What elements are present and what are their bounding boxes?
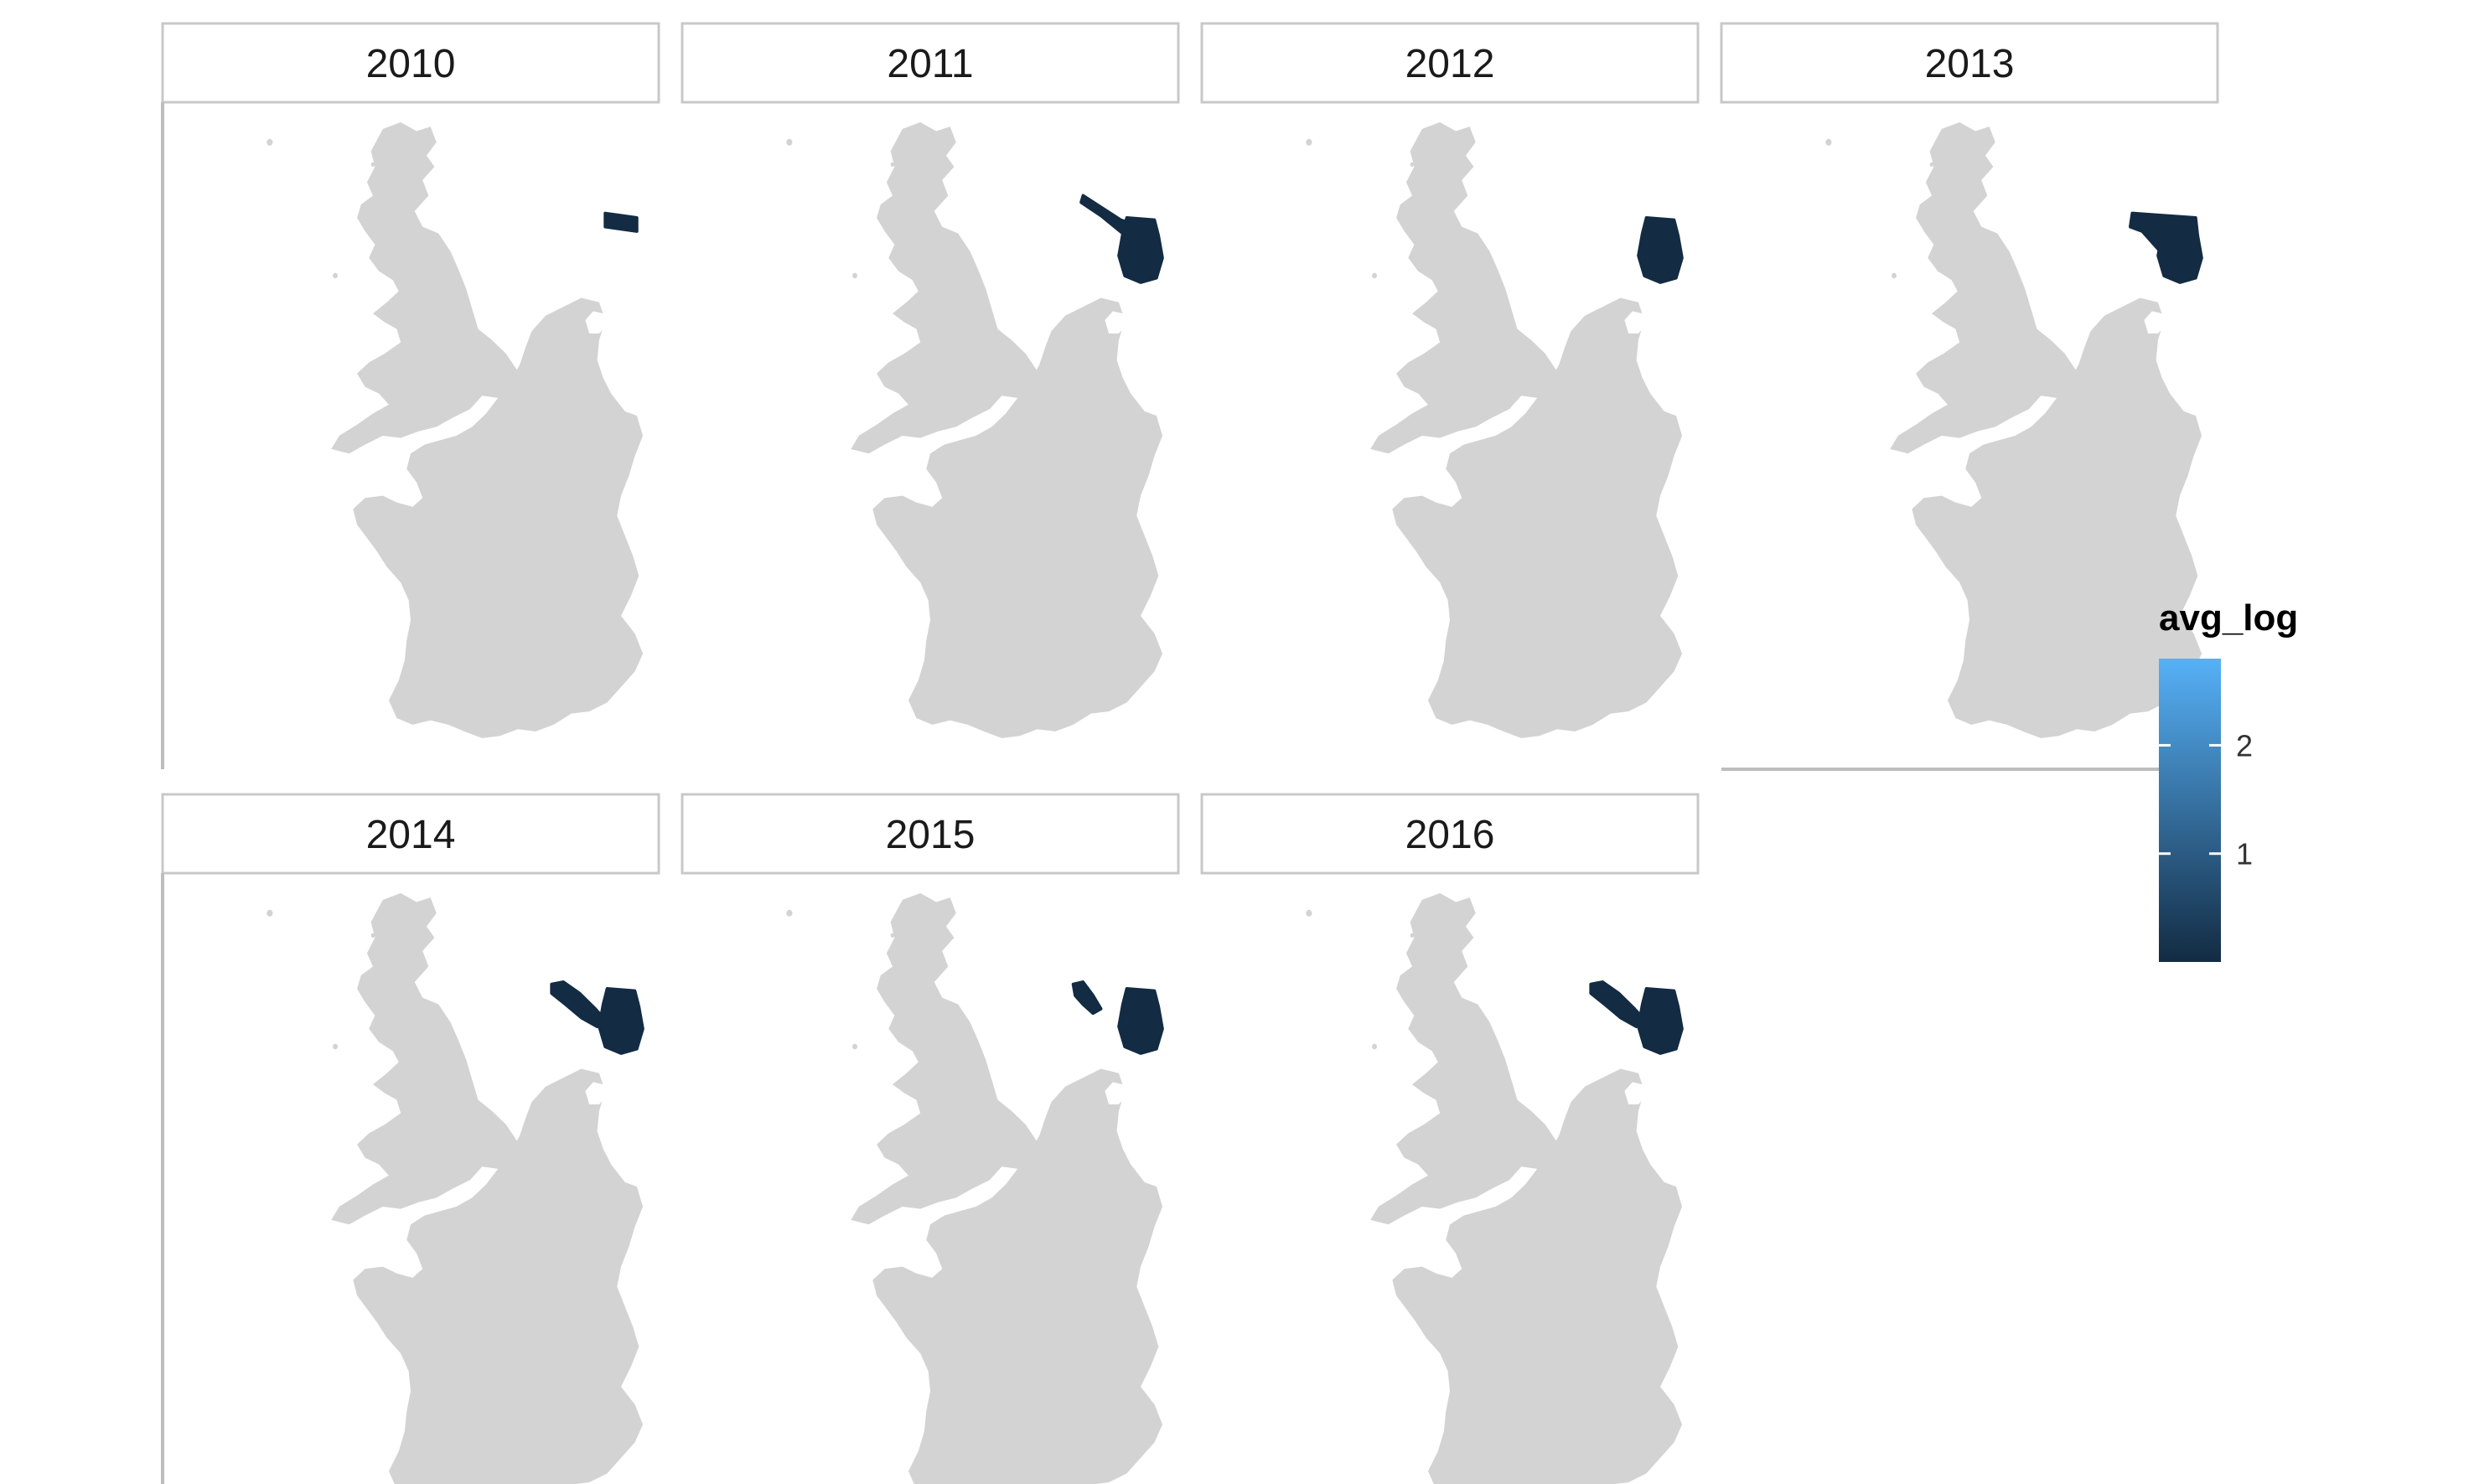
facet-strip-label: 2016 — [1405, 813, 1495, 857]
facet-panel-2012: 2012 — [1200, 22, 1700, 738]
facet-strip-label: 2013 — [1925, 42, 2015, 86]
island-dot — [370, 162, 375, 167]
great-britain-shape — [331, 892, 518, 1225]
great-britain-shape — [851, 892, 1038, 1225]
coastal-inlet-shape — [1624, 1082, 1647, 1104]
coastal-inlet-shape — [1105, 311, 1127, 334]
shaded-region-dutch-coast-block — [1637, 215, 1684, 284]
continental-europe-shape — [872, 1068, 1163, 1484]
coastal-inlet-shape — [1105, 1082, 1127, 1104]
island-dot — [852, 1043, 857, 1050]
legend-title: avg_log — [2159, 597, 2298, 639]
shaded-region-dutch-coast-block — [1117, 215, 1164, 284]
facet-strip — [1200, 22, 1700, 104]
facet-strip-label: 2012 — [1405, 42, 1495, 86]
facet-panel-2016: 2016 — [1200, 793, 1700, 1484]
coastal-inlet-shape — [2144, 311, 2166, 334]
continental-europe-shape — [353, 1068, 644, 1484]
great-britain-shape — [331, 122, 518, 454]
great-britain-shape — [1370, 122, 1557, 454]
facet-strip — [681, 793, 1180, 875]
island-dot — [890, 162, 895, 167]
facet-strip — [681, 22, 1180, 104]
island-dot — [333, 272, 338, 279]
facet-panel-2015: 2015 — [681, 793, 1180, 1484]
island-dot — [1410, 162, 1415, 167]
color-legend: avg_log 12 — [2159, 597, 2298, 962]
shaded-region-dutch-coast-block — [1637, 986, 1684, 1055]
island-dot — [370, 933, 375, 938]
island-dot — [267, 138, 273, 146]
continental-europe-shape — [1392, 1068, 1683, 1484]
island-dot — [1410, 933, 1415, 938]
shaded-region-dutch-coast-block — [2156, 215, 2203, 284]
legend-ticks: 12 — [2159, 728, 2253, 871]
shaded-region-north-sea-diagonal-strip — [550, 980, 609, 1029]
continental-europe-shape — [1912, 297, 2202, 738]
island-dot — [333, 1043, 338, 1050]
facet-strip-label: 2014 — [366, 813, 456, 857]
shaded-region-north-sea-narrow-strip — [603, 211, 639, 233]
shaded-region-dutch-coast-block — [598, 986, 644, 1055]
continental-europe-shape — [1392, 297, 1683, 738]
facet-strip — [161, 22, 660, 104]
great-britain-shape — [1370, 892, 1557, 1225]
island-dot — [1372, 272, 1377, 279]
facet-strip — [1200, 793, 1700, 875]
island-dot — [1892, 272, 1897, 279]
panel-map — [1306, 122, 1684, 738]
panel-map — [786, 122, 1164, 738]
island-dot — [890, 933, 895, 938]
coastal-inlet-shape — [585, 311, 608, 334]
facet-strip — [1720, 22, 2219, 104]
island-dot — [1306, 138, 1312, 146]
facet-strip-label: 2011 — [887, 42, 973, 86]
continental-europe-shape — [353, 297, 644, 738]
continental-europe-shape — [872, 297, 1163, 738]
panel-map — [786, 892, 1164, 1484]
island-dot — [786, 909, 793, 917]
panel-map — [1306, 892, 1684, 1484]
facet-strip-label: 2010 — [366, 42, 456, 86]
coastal-inlet-shape — [585, 1082, 608, 1104]
shaded-region-north-sea-diagonal-strip — [1589, 980, 1648, 1029]
legend-tick-label: 2 — [2236, 728, 2253, 763]
legend-color-bar — [2159, 659, 2221, 962]
island-dot — [267, 909, 273, 917]
shaded-region-north-sea-small-patch — [1071, 980, 1103, 1016]
island-dot — [1372, 1043, 1377, 1050]
island-dot — [1825, 138, 1832, 146]
facet-strip-label: 2015 — [886, 813, 976, 857]
panel-map — [267, 122, 644, 738]
island-dot — [786, 138, 793, 146]
facet-panels: 2010 2011 2012 2013 2014 2015 2016 — [161, 22, 2219, 1484]
great-britain-shape — [1890, 122, 2077, 454]
island-dot — [852, 272, 857, 279]
island-dot — [1929, 162, 1934, 167]
panel-map — [267, 892, 644, 1484]
great-britain-shape — [851, 122, 1038, 454]
facet-panel-2010: 2010 — [161, 22, 660, 769]
legend-tick-label: 1 — [2236, 837, 2253, 871]
facet-panel-2014: 2014 — [161, 793, 660, 1484]
coastal-inlet-shape — [1624, 311, 1647, 334]
facet-panel-2013: 2013 — [1720, 22, 2219, 771]
island-dot — [1306, 909, 1312, 917]
facet-strip — [161, 793, 660, 875]
facet-panel-2011: 2011 — [681, 22, 1180, 738]
panel-map — [1825, 122, 2203, 738]
shaded-region-dutch-coast-block — [1117, 986, 1164, 1055]
